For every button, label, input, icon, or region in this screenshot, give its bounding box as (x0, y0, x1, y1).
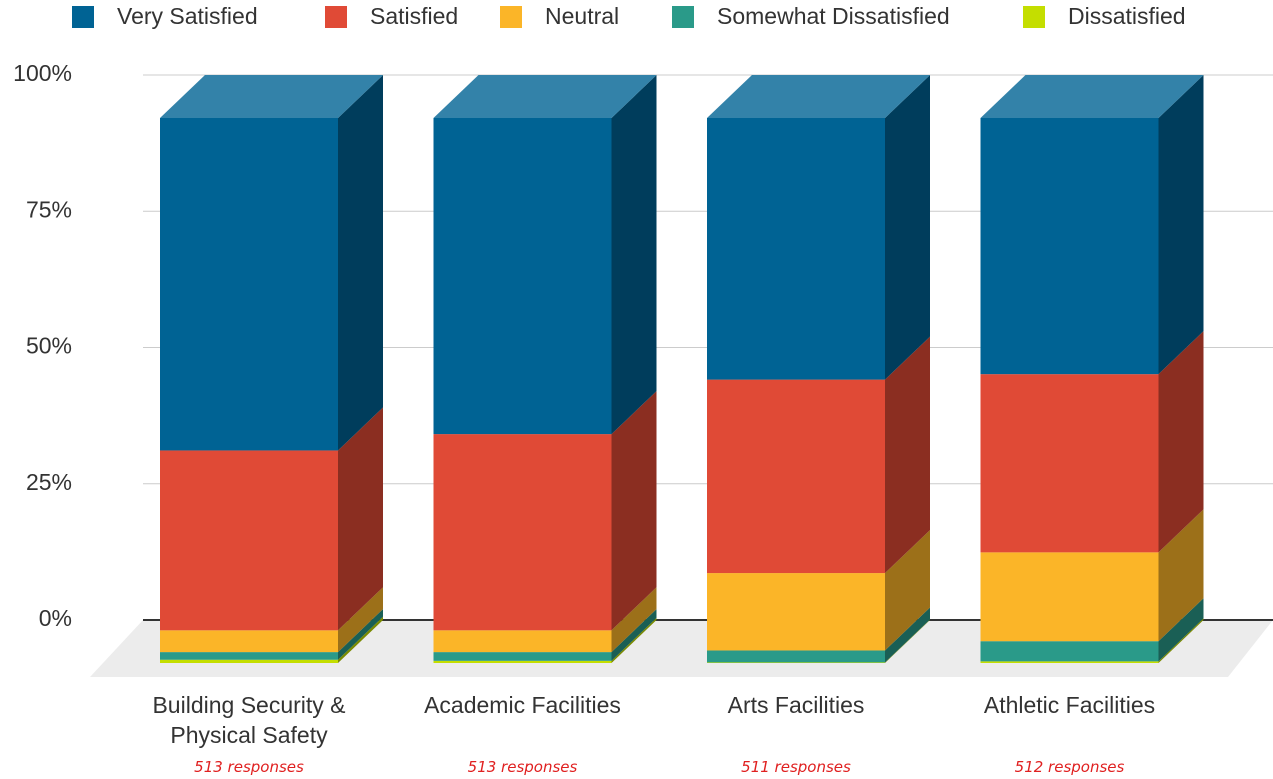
bar-side (1158, 618, 1204, 663)
bar-side (885, 75, 930, 380)
bar-top (980, 75, 1204, 118)
bar-segment (707, 118, 885, 380)
x-tick-label: Athletic Facilities (983, 692, 1156, 718)
bar-side (885, 619, 930, 663)
y-tick-label: 75% (26, 196, 72, 222)
bar-side (1158, 598, 1204, 662)
bar-segment (433, 660, 612, 663)
y-tick-label: 25% (26, 469, 72, 495)
bar-segment (160, 630, 338, 653)
x-tick-label: Arts Facilities (727, 692, 865, 718)
response-note: 513 responses (194, 758, 304, 776)
bar-segment (433, 118, 612, 435)
bar-side (1158, 75, 1204, 375)
legend-label: Very Satisfied (117, 3, 258, 29)
bar-segment (707, 662, 885, 663)
bar-segment (160, 652, 338, 660)
response-note: 511 responses (741, 758, 851, 776)
legend-label: Neutral (545, 3, 619, 29)
bar-side (338, 616, 383, 663)
bar-top (433, 75, 657, 118)
bar-side (338, 407, 383, 631)
bar-side (338, 609, 383, 660)
bar-segment (160, 659, 338, 663)
x-tick-label: Academic Facilities (424, 692, 621, 718)
x-tick-label: Building Security & Physical Safety (152, 692, 346, 748)
response-note: 513 responses (467, 758, 578, 776)
bar-segment (160, 450, 338, 631)
bar-top (160, 75, 383, 118)
bar-side (885, 530, 930, 651)
bar-segment (707, 379, 885, 574)
bar-side (611, 587, 657, 653)
bar-side (338, 587, 383, 653)
bar-segment (980, 118, 1159, 375)
bar-top (707, 75, 930, 118)
legend-swatch (1023, 6, 1045, 28)
bar-side (611, 391, 657, 631)
bar-segment (433, 652, 612, 661)
bar-side (1158, 331, 1204, 553)
y-tick-label: 50% (26, 333, 72, 359)
response-note: 512 responses (1014, 758, 1125, 776)
legend-swatch (500, 6, 522, 28)
legend-label: Satisfied (370, 3, 458, 29)
bar-segment (433, 434, 612, 631)
bar-side (611, 75, 657, 435)
bar-side (611, 609, 657, 661)
floor (90, 620, 1273, 677)
bar-side (338, 75, 383, 451)
bar-segment (980, 374, 1159, 553)
bar-segment (433, 630, 612, 653)
bar-segment (707, 650, 885, 663)
bar-side (885, 336, 930, 574)
bar-segment (980, 641, 1159, 662)
bar-side (885, 607, 930, 663)
bar-segment (980, 661, 1159, 663)
bar-side (1158, 509, 1204, 642)
bar-side (611, 617, 657, 663)
legend-label: Somewhat Dissatisfied (717, 3, 950, 29)
legend-label: Dissatisfied (1068, 3, 1186, 29)
bar-segment (980, 552, 1159, 642)
y-tick-label: 0% (39, 605, 72, 631)
y-tick-label: 100% (13, 60, 72, 86)
bar-segment (160, 118, 338, 451)
legend-swatch (672, 6, 694, 28)
bar-segment (707, 573, 885, 651)
legend-swatch (325, 6, 347, 28)
legend-swatch (72, 6, 94, 28)
